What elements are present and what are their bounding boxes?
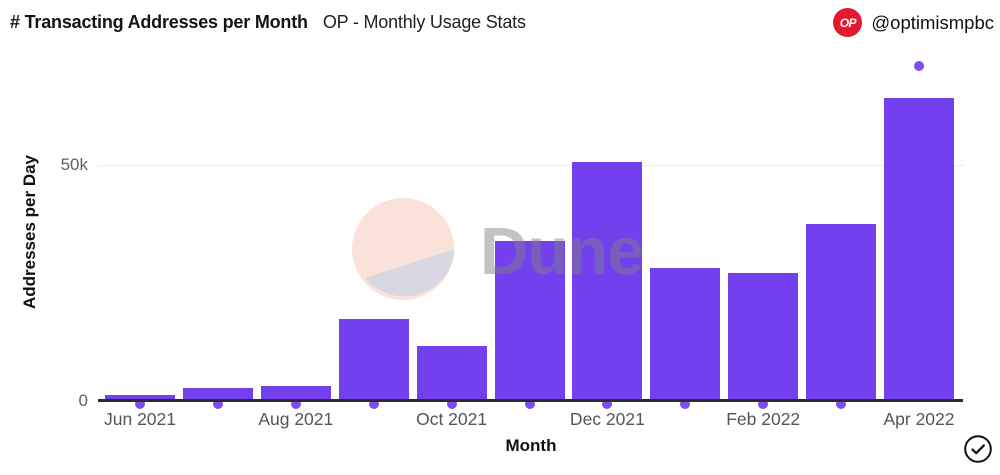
bar-jan-2022[interactable] [650,268,721,401]
bar-dec-2021[interactable] [572,162,643,401]
x-tick-label: Jun 2021 [103,409,177,429]
dashboard-subtitle: OP - Monthly Usage Stats [322,12,526,32]
bar-apr-2022[interactable] [884,98,954,401]
verified-check-icon [964,435,992,463]
marker-dot-mar-2022[interactable] [836,399,847,409]
marker-dot-apr-2022[interactable] [914,61,924,72]
dune-logo-pie-icon [352,198,454,300]
x-tick-label: Apr 2022 [883,409,955,429]
bar-jun-2021[interactable] [105,394,175,401]
bar-mar-2022[interactable] [806,223,877,401]
bar-aug-2021[interactable] [260,385,331,401]
x-tick-label: Feb 2022 [726,409,801,429]
x-tick-label: Dec 2021 [569,409,645,429]
y-tick-0: 0 [78,391,88,410]
chart-title: # Transacting Addresses per Month [10,12,308,32]
marker-dot-nov-2021[interactable] [524,399,535,409]
x-tick-label: Aug 2021 [258,409,334,429]
marker-dot-sep-2021[interactable] [368,399,379,409]
x-tick-label: Oct 2021 [416,409,488,429]
bar-sep-2021[interactable] [338,319,409,401]
bar-nov-2021[interactable] [494,240,565,401]
bar-jul-2021[interactable] [182,388,253,401]
marker-dot-jun-2021[interactable] [135,399,145,409]
bar-oct-2021[interactable] [416,346,487,401]
chart-header: # Transacting Addresses per Month OP - M… [10,8,994,37]
op-avatar-icon[interactable]: OP [833,8,863,37]
marker-dot-feb-2022[interactable] [758,399,769,409]
marker-dot-jan-2022[interactable] [680,399,691,409]
x-axis-title: Month [505,436,557,455]
pie-bottom-segment [365,249,454,297]
x-axis-line [98,399,963,402]
y-tick-50k: 50k [60,155,88,174]
author-block[interactable]: OP @optimismpbc [833,8,994,37]
marker-dot-aug-2021[interactable] [290,399,301,409]
pie-top-half [352,198,454,300]
author-handle[interactable]: @optimismpbc [871,11,994,33]
bar-feb-2022[interactable] [728,272,799,401]
marker-dot-dec-2021[interactable] [602,399,613,409]
marker-dot-jul-2021[interactable] [212,399,223,409]
y-axis-title: Addresses per Day [20,154,39,310]
gridline-50k [98,165,963,166]
marker-dot-oct-2021[interactable] [446,399,457,409]
